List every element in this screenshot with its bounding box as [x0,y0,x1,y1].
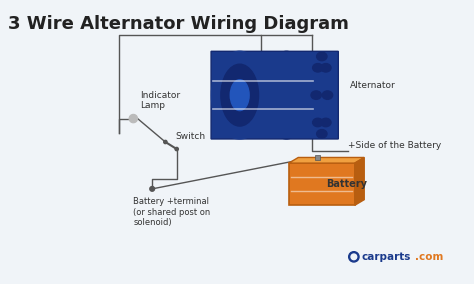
Ellipse shape [230,80,249,110]
Ellipse shape [320,118,331,127]
Text: Indicator
Lamp: Indicator Lamp [140,91,181,110]
Text: Switch: Switch [176,132,206,141]
FancyBboxPatch shape [211,51,338,139]
Ellipse shape [175,147,178,151]
Text: 3 Wire Alternator Wiring Diagram: 3 Wire Alternator Wiring Diagram [9,14,349,32]
Ellipse shape [349,252,359,262]
Text: Battery +terminal
(or shared post on
solenoid): Battery +terminal (or shared post on sol… [133,197,210,227]
Ellipse shape [221,64,258,126]
Ellipse shape [320,64,331,72]
Ellipse shape [150,187,155,191]
Ellipse shape [317,130,327,138]
Ellipse shape [164,140,167,144]
Text: Battery: Battery [327,179,367,189]
Text: carparts: carparts [362,252,411,262]
Ellipse shape [265,51,308,139]
Polygon shape [289,157,364,163]
Ellipse shape [313,64,323,72]
Ellipse shape [313,118,323,127]
Ellipse shape [351,254,357,260]
Text: +Side of the Battery: +Side of the Battery [348,141,441,151]
Ellipse shape [311,91,321,99]
Text: .com: .com [415,252,443,262]
FancyBboxPatch shape [315,155,320,160]
Ellipse shape [317,52,327,61]
Polygon shape [355,157,364,205]
Ellipse shape [211,51,268,139]
Text: Alternator: Alternator [350,81,396,90]
FancyBboxPatch shape [289,163,355,205]
Ellipse shape [322,91,333,99]
Ellipse shape [129,114,137,123]
